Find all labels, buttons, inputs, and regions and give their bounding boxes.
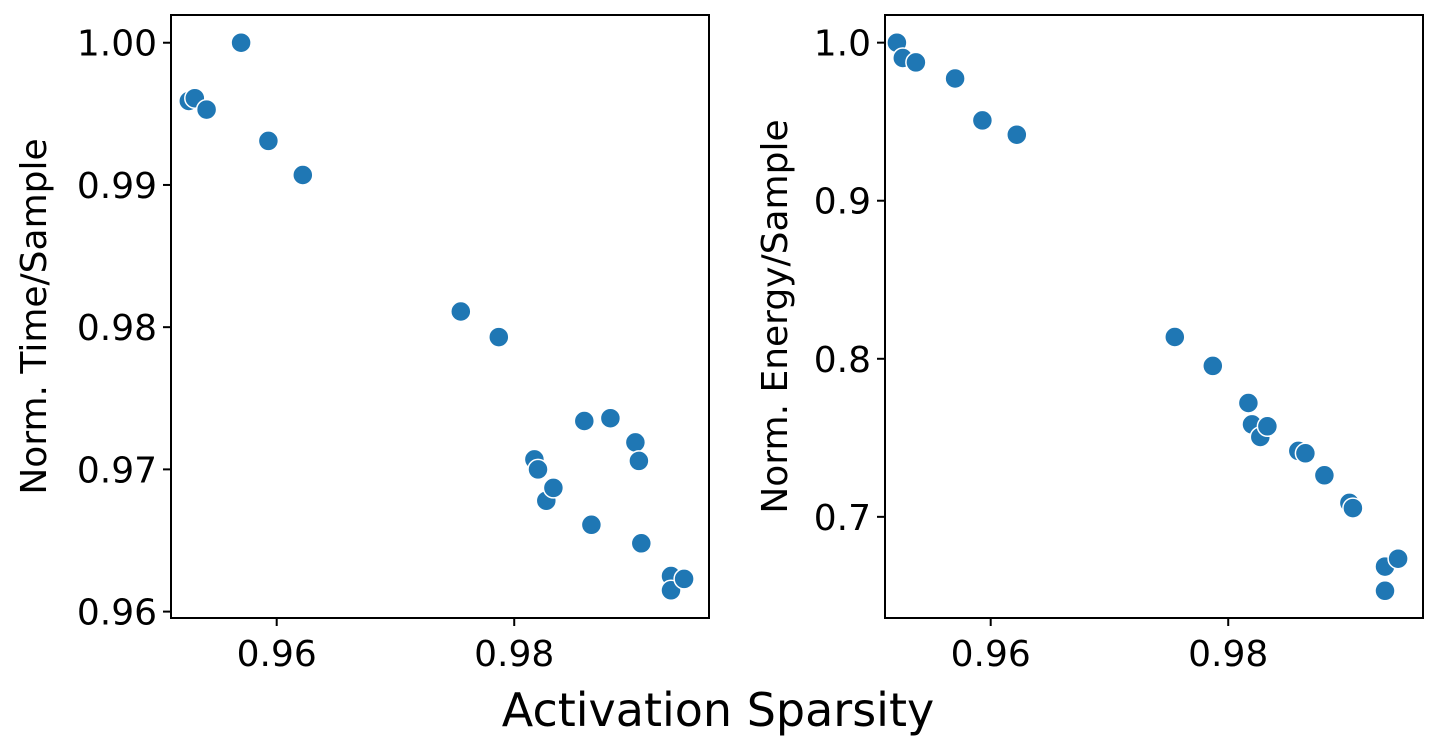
data-point	[450, 300, 472, 323]
shared-x-axis-label: Activation Sparsity	[502, 683, 934, 737]
y-axis-label: Norm. Energy/Sample	[755, 119, 796, 513]
data-point	[599, 407, 622, 429]
y-tick-label: 1.0	[814, 24, 871, 65]
data-point	[195, 98, 218, 121]
data-point	[1164, 326, 1186, 348]
x-tick-label: 0.98	[474, 634, 554, 675]
y-tick-label: 0.97	[77, 450, 157, 491]
y-tick-label: 0.8	[814, 340, 871, 381]
data-point	[573, 410, 596, 432]
axes-frame	[884, 14, 1424, 619]
axes-frame	[170, 14, 710, 619]
energy-per-sample-panel: 0.96 0.98 0.7 0.8 0.9 1.0 Norm. Energy/Sample	[755, 14, 1424, 675]
data-point	[630, 532, 653, 555]
data-point	[1202, 355, 1224, 377]
y-tick-label: 0.98	[77, 308, 157, 349]
data-point	[1374, 580, 1396, 602]
data-point	[624, 431, 647, 454]
x-tick-label: 0.96	[237, 634, 317, 675]
data-point	[944, 67, 966, 90]
data-point	[257, 130, 280, 152]
data-point	[628, 450, 650, 472]
y-tick-label: 1.00	[77, 24, 157, 65]
data-point	[1294, 442, 1317, 465]
data-point	[292, 164, 314, 186]
data-point	[905, 51, 927, 74]
data-point	[580, 514, 603, 536]
x-tick-label: 0.98	[1188, 634, 1268, 675]
data-point	[1342, 497, 1364, 519]
data-point	[542, 477, 565, 499]
y-tick-label: 0.99	[77, 166, 157, 207]
y-tick-label: 0.7	[814, 498, 871, 539]
data-point	[1313, 464, 1336, 487]
data-point	[1006, 123, 1028, 146]
y-tick-label: 0.9	[814, 182, 871, 223]
data-point	[971, 109, 994, 132]
y-axis-label: Norm. Time/Sample	[14, 138, 55, 494]
data-point	[1237, 392, 1260, 414]
data-point	[527, 458, 549, 481]
data-point	[488, 326, 510, 348]
data-point	[1387, 547, 1409, 570]
data-point	[1256, 415, 1279, 438]
data-point	[230, 31, 252, 54]
time-per-sample-panel: 0.96 0.98 0.96 0.97 0.98 0.99 1.00 Norm. Time/S…	[14, 14, 710, 675]
data-point	[673, 568, 695, 590]
x-tick-label: 0.96	[951, 634, 1031, 675]
y-tick-label: 0.96	[77, 593, 157, 634]
